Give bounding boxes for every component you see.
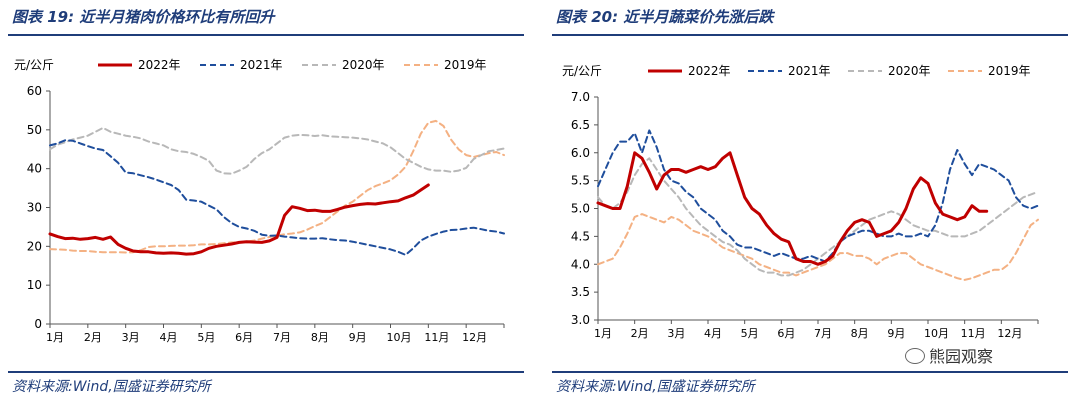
x-tick-label: 7月 [273,331,291,344]
series-line-2020年 [49,126,505,175]
legend-label: 2021年 [788,64,831,78]
vegetable-price-chart: 元/公斤 3.0 3.5 4.0 4.5 5.0 5.5 6.0 6.5 7.0 1月 2月 3月 4月 5… [562,64,1039,340]
legend-label: 2020年 [342,58,385,72]
y-tick-label: 5.5 [571,174,590,188]
x-tick-label: 8月 [311,331,329,344]
y-tick-label: 20 [27,239,42,253]
legend-label: 2022年 [138,58,181,72]
series-line-2021年 [597,129,1039,263]
y-tick-label: 50 [27,123,42,137]
x-tick-label: 7月 [814,327,832,340]
y-tick-label: 6.0 [571,146,590,160]
series-line-2019年 [597,213,1039,281]
source-rule [8,371,524,373]
series-line-2022年 [596,151,989,266]
x-tick-label: 3月 [667,327,685,340]
x-tick-label: 9月 [349,331,367,344]
wechat-icon [905,348,925,364]
chart-panel-pork: 图表 19: 近半月猪肉价格环比有所回升 元/公斤 0 10 20 30 40 50 60 1月… [8,0,528,406]
y-tick-label: 10 [27,278,42,292]
watermark-text: 熊园观察 [929,347,994,366]
y-axis-label: 元/公斤 [14,58,54,72]
x-tick-label: 11月 [961,327,986,340]
x-tick-label: 6月 [777,327,795,340]
y-tick-label: 7.0 [571,90,590,104]
legend-label: 2019年 [988,64,1031,78]
x-tick-label: 8月 [851,327,869,340]
x-tick-label: 2月 [84,331,102,344]
pork-price-chart: 元/公斤 0 10 20 30 40 50 60 1月 2月 3月 4月 5月 6月 7月 8月 9月 10月 11… [14,58,505,344]
legend-label: 2020年 [888,64,931,78]
y-tick-label: 5.0 [571,202,590,216]
source-note: 资料来源:Wind,国盛证券研究所 [556,379,755,395]
x-tick-label: 4月 [160,331,178,344]
x-tick-label: 2月 [631,327,649,340]
legend-label: 2022年 [688,64,731,78]
y-tick-label: 60 [27,84,42,98]
x-tick-label: 12月 [997,327,1022,340]
y-axis-label: 元/公斤 [562,64,602,78]
series-line-2019年 [49,119,505,254]
watermark: 熊园观察 [905,343,993,367]
x-tick-label: 5月 [741,327,759,340]
figure-title: 图表 20: 近半月蔬菜价先涨后跌 [556,8,774,26]
x-tick-label: 5月 [197,331,215,344]
x-tick-label: 9月 [887,327,905,340]
y-tick-label: 40 [27,162,42,176]
x-tick-label: 4月 [704,327,722,340]
legend-label: 2019年 [444,58,487,72]
y-tick-label: 0 [34,317,42,331]
source-note: 资料来源:Wind,国盛证券研究所 [12,379,211,395]
legend-label: 2021年 [240,58,283,72]
y-tick-label: 4.5 [571,229,590,243]
x-tick-label: 1月 [594,327,612,340]
x-tick-label: 1月 [46,331,64,344]
chart-panel-vegetable: 图表 20: 近半月蔬菜价先涨后跌 元/公斤 3.0 3.5 4.0 4.5 5.0 5.5… [552,0,1072,406]
source-rule [552,371,1068,373]
x-tick-label: 10月 [387,331,412,344]
y-tick-label: 30 [27,201,42,215]
series-line-2022年 [48,183,430,256]
x-tick-label: 12月 [462,331,487,344]
x-tick-label: 6月 [235,331,253,344]
y-tick-label: 6.5 [571,118,590,132]
title-rule [552,34,1068,36]
y-tick-label: 4.0 [571,257,590,271]
x-tick-label: 10月 [924,327,949,340]
y-tick-label: 3.5 [571,285,590,299]
title-rule [8,34,524,36]
x-tick-label: 11月 [424,331,449,344]
y-tick-label: 3.0 [571,313,590,327]
figure-title: 图表 19: 近半月猪肉价格环比有所回升 [12,8,275,26]
x-tick-label: 3月 [122,331,140,344]
